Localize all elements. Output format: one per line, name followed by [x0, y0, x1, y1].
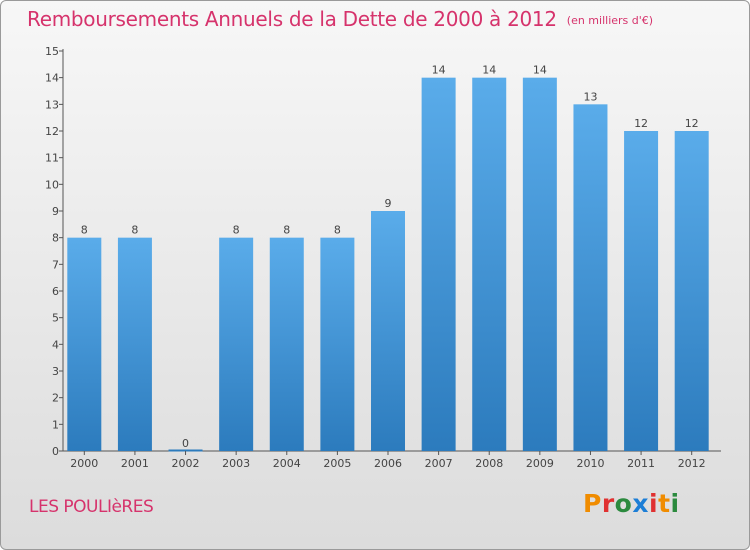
x-tick-label: 2000 — [70, 457, 98, 470]
data-label: 9 — [385, 197, 392, 210]
data-label: 13 — [583, 90, 597, 103]
bar — [269, 237, 304, 451]
y-tick-label: 1 — [52, 418, 59, 431]
logo-letter: i — [670, 489, 680, 518]
bar — [117, 237, 152, 451]
bars: 8 2000 8 2001 0 2002 8 2003 8 2004 8 2005 9 2006 14 200… — [67, 64, 709, 470]
x-tick-label: 2011 — [627, 457, 655, 470]
logo-letter: P — [583, 489, 602, 518]
bar — [371, 211, 405, 451]
x-tick-label: 2010 — [576, 457, 604, 470]
data-label: 8 — [81, 224, 88, 237]
chart-title: Remboursements Annuels de la Dette de 20… — [27, 7, 653, 31]
y-tick-label: 6 — [52, 285, 59, 298]
y-tick-label: 3 — [52, 365, 59, 378]
y-tick-label: 12 — [45, 125, 59, 138]
y-tick-label: 7 — [52, 258, 59, 271]
bar — [219, 237, 254, 451]
y-tick-label: 14 — [45, 72, 59, 85]
logo-letter: o — [614, 489, 633, 518]
data-label: 8 — [283, 224, 290, 237]
y-tick-label: 4 — [52, 338, 59, 351]
y-tick-label: 13 — [45, 98, 59, 111]
x-tick-label: 2009 — [526, 457, 554, 470]
y-tick-label: 11 — [45, 152, 59, 165]
data-label: 8 — [233, 224, 240, 237]
logo-letter: i — [649, 489, 659, 518]
bar — [624, 131, 659, 451]
data-label: 8 — [334, 224, 341, 237]
bar — [674, 131, 709, 451]
data-label: 14 — [432, 64, 446, 77]
data-label: 14 — [533, 64, 547, 77]
y-tick-label: 10 — [45, 178, 59, 191]
x-tick-label: 2004 — [273, 457, 301, 470]
data-label: 8 — [131, 224, 138, 237]
x-tick-label: 2001 — [121, 457, 149, 470]
data-label: 14 — [482, 64, 496, 77]
x-tick-label: 2005 — [323, 457, 351, 470]
x-tick-label: 2006 — [374, 457, 402, 470]
y-tick-label: 0 — [52, 445, 59, 458]
bar — [67, 237, 102, 451]
bar — [522, 77, 557, 452]
logo-letter: x — [632, 489, 649, 518]
y-tick-label: 5 — [52, 312, 59, 325]
x-tick-label: 2007 — [425, 457, 453, 470]
data-label: 0 — [182, 437, 189, 450]
x-tick-label: 2012 — [678, 457, 706, 470]
y-tick-label: 2 — [52, 392, 59, 405]
unit-label: (en milliers d'€) — [566, 14, 654, 27]
bar — [421, 77, 456, 452]
proxiti-logo: Proxiti — [583, 489, 680, 518]
commune-name: LES POULIèRES — [29, 497, 154, 517]
x-tick-label: 2008 — [475, 457, 503, 470]
data-label: 12 — [634, 117, 648, 130]
data-label: 12 — [685, 117, 699, 130]
y-tick-label: 8 — [52, 232, 59, 245]
y-tick-label: 15 — [45, 45, 59, 58]
title-text: Remboursements Annuels de la Dette de 20… — [27, 7, 557, 31]
logo-letter: t — [658, 489, 671, 518]
logo-letter: r — [601, 489, 615, 518]
x-tick-label: 2003 — [222, 457, 250, 470]
y-tick-label: 9 — [52, 205, 59, 218]
bar — [472, 77, 507, 452]
bar — [573, 104, 608, 451]
x-tick-label: 2002 — [172, 457, 200, 470]
bar — [320, 237, 355, 451]
